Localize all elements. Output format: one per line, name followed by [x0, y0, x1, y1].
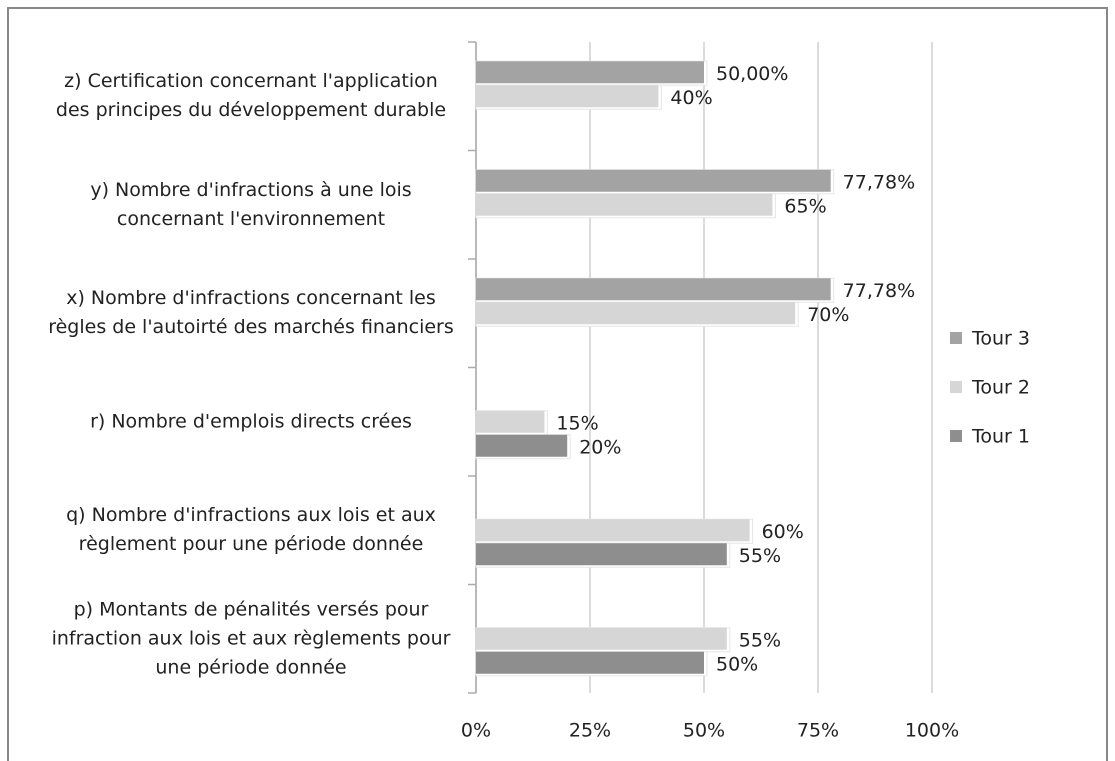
bar: [476, 193, 773, 216]
legend-swatch: [950, 332, 962, 344]
category-label: p) Montants de pénalités versés pour inf…: [51, 598, 451, 679]
value-label: 50,00%: [716, 63, 788, 85]
bar: [476, 434, 568, 457]
category-label: y) Nombre d'infractions à une lois conce…: [90, 178, 412, 230]
value-label: 55%: [739, 545, 781, 567]
legend-label: Tour 3: [971, 328, 1030, 350]
bar: [476, 519, 750, 542]
legend-swatch: [950, 430, 962, 442]
bar: [476, 302, 796, 325]
value-label: 15%: [556, 412, 598, 434]
x-tick-label: 50%: [683, 720, 725, 742]
bar: [476, 651, 704, 674]
x-tick-label: 75%: [797, 720, 839, 742]
bar: [476, 410, 545, 433]
legend-label: Tour 1: [971, 426, 1030, 448]
category-label: z) Certification concernant l'applicatio…: [55, 70, 447, 122]
value-label: 55%: [739, 629, 781, 651]
x-tick-label: 0%: [461, 720, 491, 742]
value-label: 20%: [579, 436, 621, 458]
value-label: 77,78%: [843, 171, 915, 193]
x-tick-label: 25%: [569, 720, 611, 742]
chart-frame: [7, 7, 1108, 761]
legend-swatch: [950, 381, 962, 393]
legend-label: Tour 2: [971, 377, 1030, 399]
value-label: 40%: [670, 87, 712, 109]
category-label: q) Nombre d'infractions aux lois et aux …: [66, 504, 436, 556]
value-label: 60%: [762, 521, 804, 543]
bar: [476, 278, 831, 301]
value-label: 70%: [807, 304, 849, 326]
bar: [476, 61, 704, 84]
category-label: r) Nombre d'emplois directs crées: [90, 410, 412, 433]
category-label: x) Nombre d'infractions concernant les r…: [48, 287, 454, 339]
x-tick-label: 100%: [905, 720, 959, 742]
bar: [476, 85, 659, 108]
value-label: 65%: [784, 195, 826, 217]
bar: [476, 169, 831, 192]
value-label: 77,78%: [843, 280, 915, 302]
bar: [476, 627, 727, 650]
value-label: 50%: [716, 653, 758, 675]
bar: [476, 543, 727, 566]
